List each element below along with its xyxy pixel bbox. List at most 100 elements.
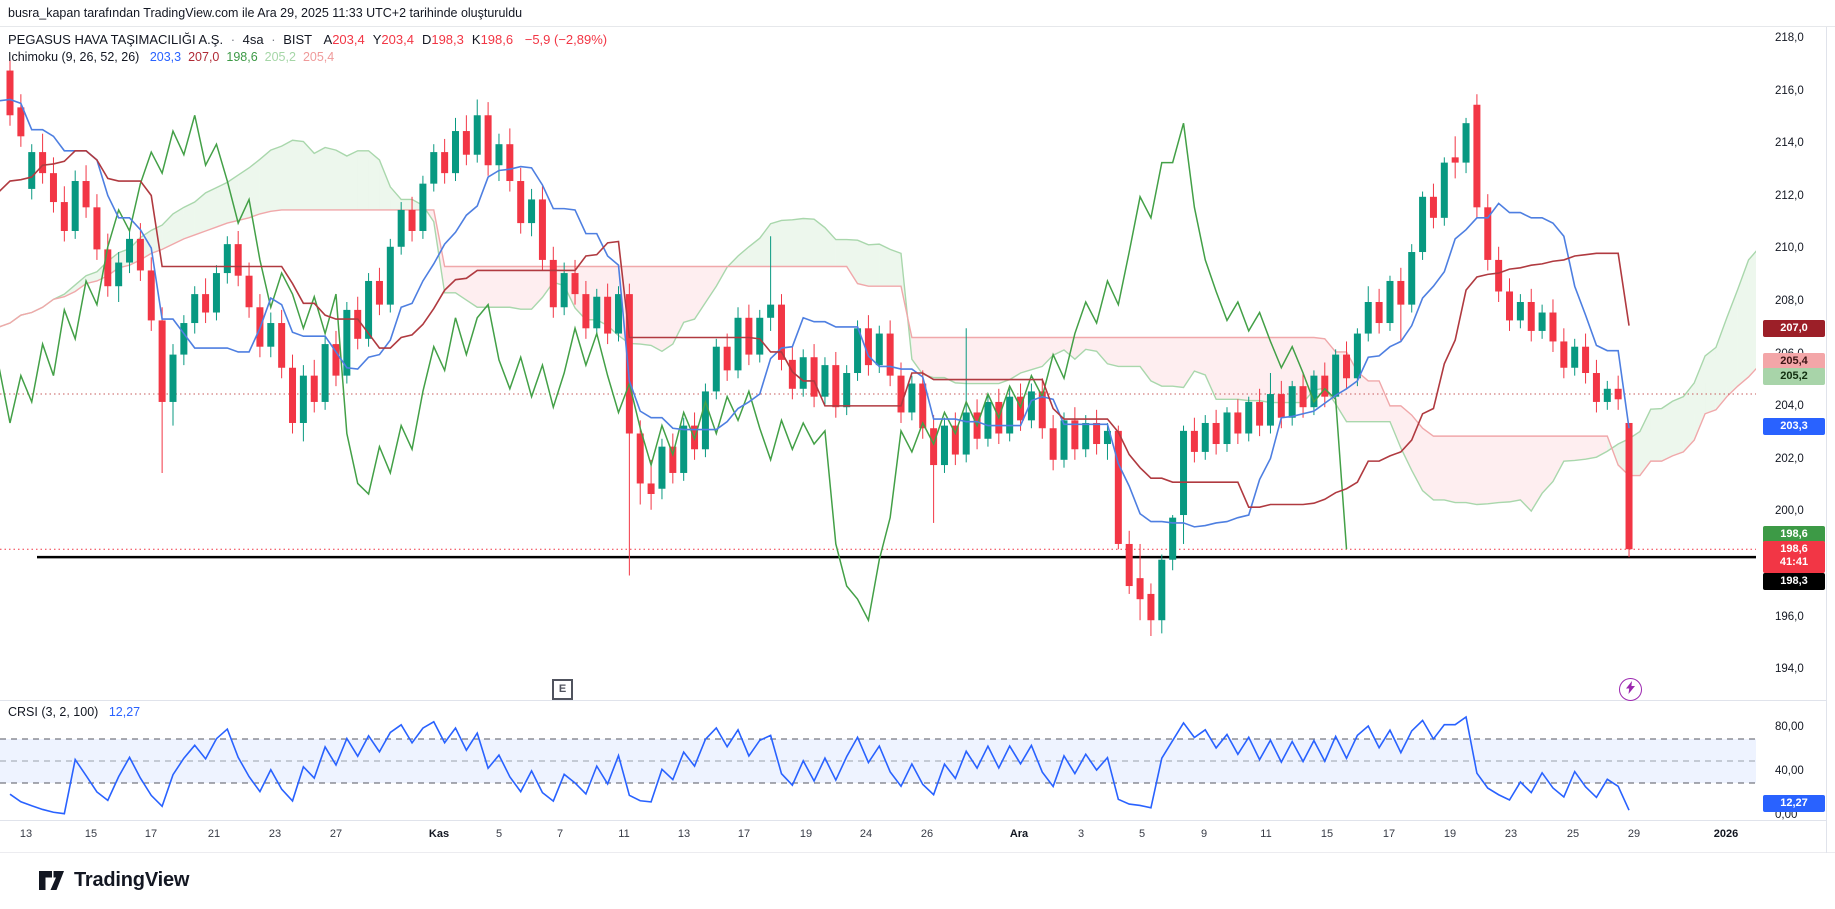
price-axis-tick: 218,0 [1775,32,1804,44]
time-axis[interactable]: 13 15 17 21 23 27 Kas 5 7 11 13 17 19 24 26 Ara 3 5 9 11 15 1… [0,821,1835,853]
ichimoku-cloud-segment [1368,380,1380,422]
candle-body [1527,302,1535,331]
change-value: −5,9 (−2,89%) [524,32,608,47]
price-axis-tick: 202,0 [1775,452,1804,465]
ichimoku-cloud-segment [314,147,326,210]
ichimoku-cloud-segment [1552,436,1564,482]
candle-body [1408,252,1416,305]
ichimoku-cloud-segment [1216,337,1227,400]
candle-body [1321,375,1329,397]
candle-body [1125,543,1133,587]
candle-body [767,304,775,318]
candle-body [473,115,481,155]
candle-body [343,309,351,376]
ichimoku-cloud-segment [1563,436,1575,462]
ichimoku-cloud-segment [1705,347,1716,414]
candle-body [49,173,57,203]
ichimoku-cloud-segment [1194,337,1206,375]
ichimoku-cloud-segment [998,337,1010,384]
price-level-badge: 198,3 [1763,573,1825,591]
candle-body [919,383,927,429]
price-axis[interactable]: 218,0216,0214,0212,0210,0208,0206,0204,0… [1757,27,1835,700]
crsi-value: 12,27 [108,705,141,719]
candle-body [636,433,644,484]
ichimoku-cloud-segment [1683,382,1695,452]
time-axis-label: 17 [1382,828,1396,840]
candle-body [17,107,25,137]
time-axis-label: 13 [19,828,33,840]
flash-event-marker[interactable] [1619,678,1642,701]
ichimoku-cloud-segment [1074,337,1086,360]
candle-body [1353,333,1361,379]
tradingview-logo-text: TradingView [74,869,190,891]
ichimoku-cloud-segment [857,240,869,287]
earnings-marker[interactable]: E [552,679,573,700]
candle-body [897,375,905,413]
ichimoku-cloud-segment [1009,337,1021,380]
candle-body [1190,430,1198,452]
ohlc-key: K [471,32,481,47]
tradingview-logo[interactable]: TradingView [38,869,189,892]
candle-body [854,328,862,374]
crsi-line [9,715,1630,815]
candle-body [1169,517,1177,560]
candle-body [6,70,14,116]
candle-body [1549,312,1557,342]
ichimoku-cloud-segment [1466,436,1477,505]
ichimoku-legend-row[interactable]: Ichimoku (9, 26, 52, 26) 203,3 207,0 198,6… [8,49,607,66]
candle-body [1429,196,1437,218]
candle-body [136,238,144,271]
panel-divider[interactable] [0,700,1827,701]
ichimoku-cloud-segment [1574,436,1586,461]
candle-body [886,333,894,376]
crsi-panel-canvas[interactable] [0,700,1756,820]
ichimoku-cloud-segment [75,275,87,292]
crsi-axis[interactable]: 80,00 40,00 0,00 12,27 [1757,700,1835,821]
ichimoku-cloud-segment [172,207,184,245]
candle-body [1234,412,1242,434]
candle-body [821,365,829,397]
ichimoku-cloud-segment [1726,289,1738,397]
ichimoku-cloud-segment [477,266,489,308]
main-chart-canvas[interactable] [0,27,1756,700]
candle-body [1071,420,1079,450]
time-axis-label: 17 [737,828,751,840]
candle-body [723,346,731,371]
candle-body [82,181,90,208]
axis-divider [0,820,1827,821]
ichimoku-cloud-segment [651,266,662,352]
ichimoku-cloud-segment [1542,436,1553,494]
time-axis-label: 26 [920,828,934,840]
ichimoku-cloud-segment [792,218,804,267]
candle-body [419,183,427,231]
candle-body [582,294,590,329]
candle-body [1136,578,1144,600]
candle-body [375,280,383,305]
candle-body [1462,123,1470,163]
ichimoku-cloud-segment [390,186,402,210]
ichimoku-cloud-segment [1400,405,1412,471]
ichimoku-cloud-segment [531,266,543,310]
ichimoku-lagging-line [0,115,1348,623]
price-axis-tick: 212,0 [1775,189,1804,202]
time-axis-label: 19 [1443,828,1457,840]
ichimoku-cloud-segment [1444,436,1456,503]
candle-body [28,152,36,189]
ichimoku-cloud-segment [911,337,923,375]
time-axis-label: 3 [1077,828,1085,840]
candle-body [701,391,709,450]
candle-body [267,323,275,347]
ohlc-value: 198,6 [480,32,514,47]
candle-body [1560,341,1568,368]
ichimoku-lead2-line [0,209,1756,477]
candle-body [1451,157,1459,163]
crsi-legend-row[interactable]: CRSI (3, 2, 100) 12,27 [8,705,140,719]
symbol-legend-row[interactable]: PEGASUS HAVA TAŞIMACILIĞI A.Ş. · 4sa · B… [8,31,607,48]
ichimoku-cloud-segment [1531,436,1543,512]
candle-body [517,181,525,224]
chart-legend[interactable]: PEGASUS HAVA TAŞIMACILIĞI A.Ş. · 4sa · B… [8,31,607,66]
ichimoku-cloud-segment [1379,380,1390,422]
badge-countdown: 41:41 [1779,556,1809,569]
lightning-icon [1626,681,1635,695]
time-axis-label: 27 [329,828,343,840]
